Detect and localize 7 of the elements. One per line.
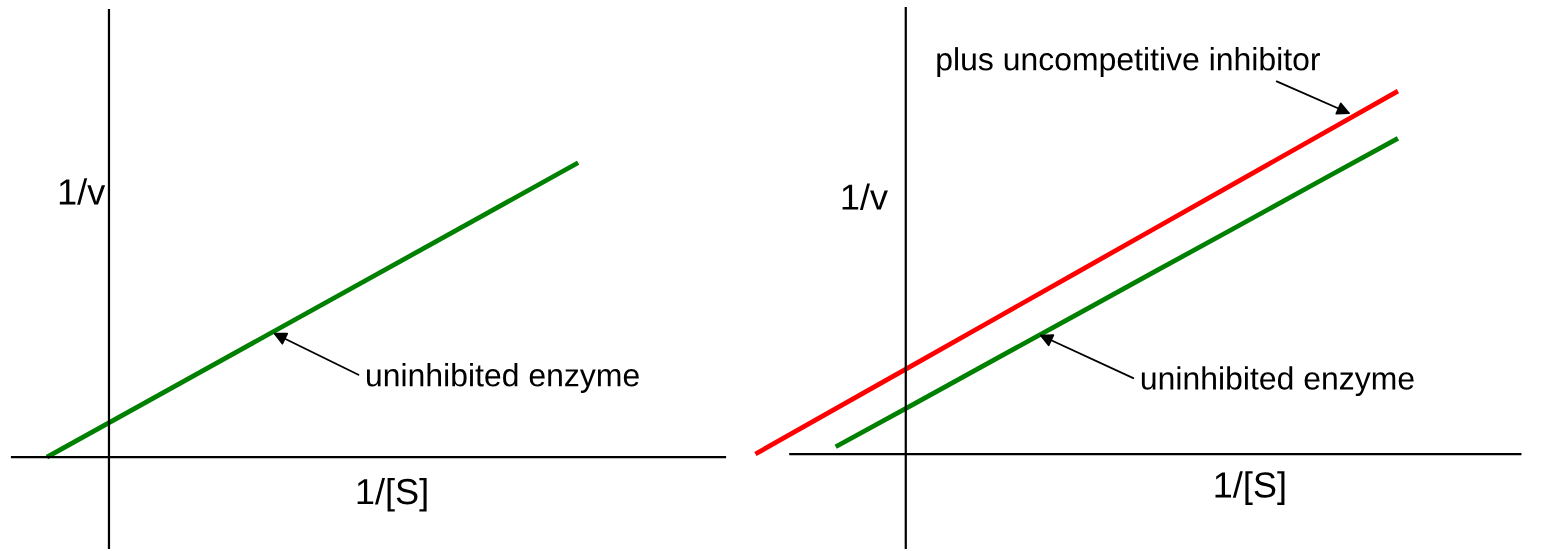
x-axis-title: 1/[S]	[1215, 471, 1285, 505]
x-axis-title: 1/[S]	[357, 477, 427, 512]
y-axis-title: 1/v	[59, 178, 106, 205]
annotation: uninhibited enzyme	[1141, 366, 1414, 397]
y-axis-title: 1/v	[842, 183, 888, 210]
text: plus uncompetitive inhibitor	[937, 47, 1321, 77]
annotation: uninhibited enzyme	[367, 363, 639, 393]
